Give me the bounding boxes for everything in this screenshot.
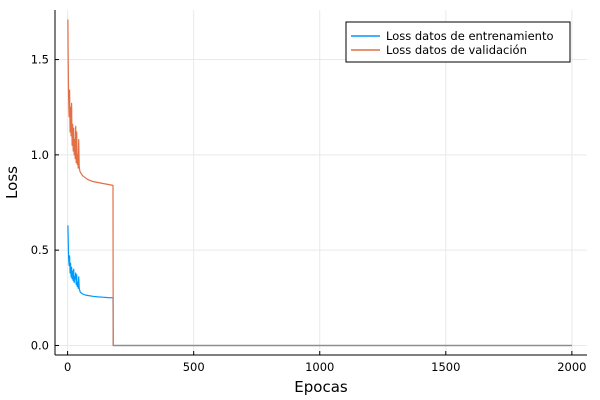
axes: [54, 10, 587, 356]
legend-entry: Loss datos de validación: [386, 43, 527, 57]
legend-entry: Loss datos de entrenamiento: [386, 29, 554, 43]
x-tick-label: 0: [64, 360, 71, 374]
tick-labels: 0 500 1000 1500 2000 0.0 0.5 1.0 1.5: [31, 53, 587, 374]
y-tick-label: 0.0: [31, 338, 49, 352]
x-tick-label: 500: [183, 360, 205, 374]
y-tick-label: 1.0: [31, 148, 49, 162]
y-axis-title: Loss: [3, 166, 21, 199]
x-tick-label: 1500: [431, 360, 460, 374]
x-axis-title: Epocas: [294, 378, 348, 396]
x-tick-label: 2000: [557, 360, 586, 374]
validation-loss-line: [67, 19, 572, 347]
x-tick-label: 1000: [305, 360, 334, 374]
series-lines: [67, 19, 572, 347]
legend-box: [345, 21, 571, 63]
y-tick-label: 0.5: [31, 243, 49, 257]
y-tick-label: 1.5: [31, 53, 49, 67]
